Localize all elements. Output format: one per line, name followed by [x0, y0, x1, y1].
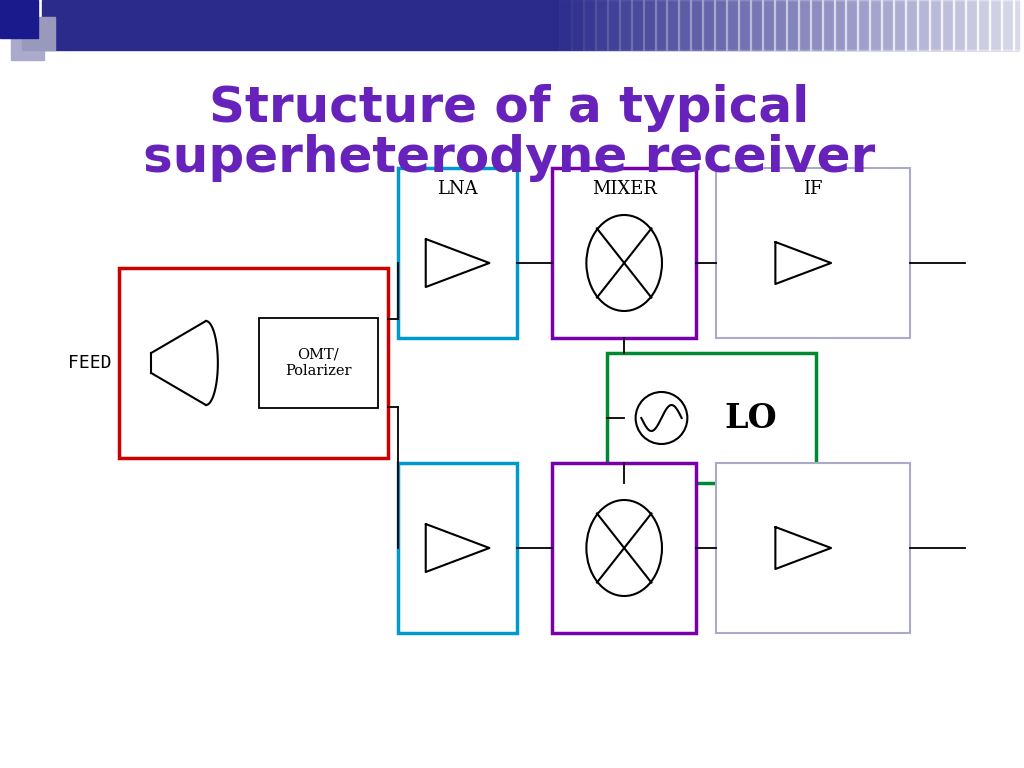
Bar: [571, 0, 584, 50]
Bar: [869, 0, 883, 50]
Bar: [989, 0, 1001, 50]
Text: MIXER: MIXER: [592, 180, 656, 198]
Bar: [762, 0, 775, 50]
Bar: [929, 0, 942, 50]
Bar: [716, 463, 910, 633]
Bar: [846, 0, 858, 50]
Text: LO: LO: [725, 402, 777, 435]
Bar: [120, 268, 388, 458]
Bar: [22, 17, 54, 50]
Bar: [726, 0, 739, 50]
Bar: [552, 168, 696, 338]
Bar: [834, 0, 847, 50]
Bar: [857, 0, 870, 50]
Bar: [750, 0, 763, 50]
Bar: [552, 463, 696, 633]
Bar: [0, 0, 38, 38]
Bar: [738, 0, 751, 50]
Text: IF: IF: [804, 180, 823, 198]
Bar: [583, 0, 596, 50]
Bar: [1000, 0, 1014, 50]
Bar: [893, 0, 906, 50]
Bar: [918, 0, 930, 50]
Bar: [882, 0, 894, 50]
Text: LNA: LNA: [437, 180, 478, 198]
Bar: [42, 0, 1019, 50]
Bar: [1013, 0, 1024, 50]
Bar: [785, 0, 799, 50]
Bar: [547, 0, 560, 50]
Bar: [977, 0, 990, 50]
Bar: [965, 0, 978, 50]
Bar: [810, 0, 822, 50]
Bar: [702, 0, 715, 50]
Text: superheterodyne receiver: superheterodyne receiver: [143, 134, 876, 182]
Bar: [11, 27, 44, 60]
Bar: [821, 0, 835, 50]
Bar: [398, 463, 517, 633]
Bar: [618, 0, 632, 50]
Bar: [631, 0, 643, 50]
Text: OMT/
Polarizer: OMT/ Polarizer: [285, 348, 351, 378]
Bar: [259, 318, 378, 408]
Text: FEED: FEED: [68, 354, 112, 372]
Bar: [607, 353, 816, 483]
Bar: [607, 0, 620, 50]
Bar: [559, 0, 572, 50]
Bar: [774, 0, 786, 50]
Bar: [714, 0, 727, 50]
Bar: [678, 0, 691, 50]
Bar: [941, 0, 954, 50]
Bar: [595, 0, 608, 50]
Bar: [667, 0, 679, 50]
Bar: [690, 0, 703, 50]
Bar: [905, 0, 919, 50]
Bar: [398, 168, 517, 338]
Bar: [643, 0, 655, 50]
Text: Structure of a typical: Structure of a typical: [209, 84, 810, 132]
Bar: [716, 168, 910, 338]
Bar: [798, 0, 811, 50]
Bar: [953, 0, 966, 50]
Bar: [654, 0, 668, 50]
